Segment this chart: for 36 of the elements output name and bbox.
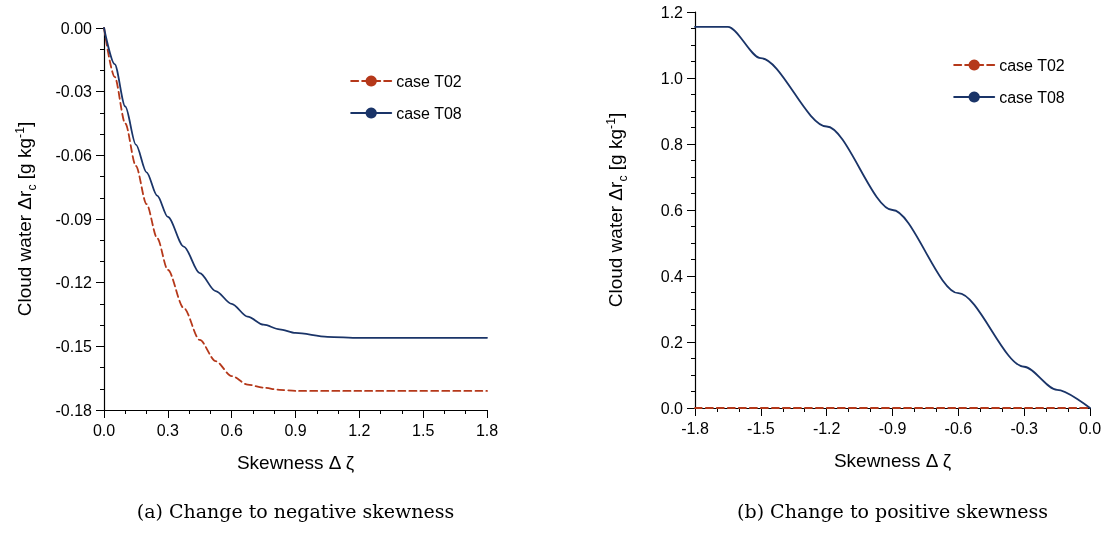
- y-tick-label: -0.09: [55, 210, 93, 228]
- x-tick-label: 1.5: [412, 421, 435, 439]
- y-tick-label: -0.03: [55, 83, 93, 101]
- x-tick-label: 1.2: [348, 421, 371, 439]
- y-tick-label: -0.06: [55, 146, 93, 164]
- x-axis-title: Skewness Δ ζ: [833, 450, 952, 472]
- text: (a) Change to negative skewness: [136, 500, 455, 522]
- legend-label: case T08: [999, 88, 1065, 106]
- y-tick-label: 0.0: [660, 399, 684, 417]
- x-tick-label: 0.0: [92, 421, 116, 439]
- x-axis-title: Skewness Δ ζ: [236, 452, 355, 474]
- x-tick-label: -0.3: [1010, 419, 1039, 437]
- x-tick-label: 0.9: [284, 421, 307, 439]
- y-tick-label: -0.18: [55, 401, 93, 419]
- x-tick-label: -0.6: [944, 419, 973, 437]
- y-tick-label: 0.2: [660, 333, 684, 351]
- x-tick-label: -0.9: [878, 419, 907, 437]
- legend-label: case T08: [396, 104, 462, 122]
- y-tick-label: 0.4: [660, 267, 684, 285]
- y-tick-label: 0.8: [660, 135, 684, 153]
- x-tick-label: 0.6: [220, 421, 243, 439]
- x-tick-label: -1.8: [681, 419, 709, 437]
- x-tick-label: 0.0: [1078, 419, 1102, 437]
- legend-label: case T02: [999, 56, 1065, 74]
- y-tick-label: 1.0: [660, 69, 684, 87]
- x-tick-label: 0.3: [156, 421, 180, 439]
- y-tick-label: 0.6: [660, 201, 684, 219]
- x-tick-label: 1.8: [475, 421, 499, 439]
- text: (b) Change to positive skewness: [737, 500, 1048, 522]
- y-tick-label: -0.15: [55, 337, 93, 355]
- y-tick-label: -0.12: [55, 274, 93, 292]
- y-tick-label: 1.2: [660, 3, 684, 21]
- x-tick-label: -1.2: [812, 419, 841, 437]
- x-tick-label: -1.5: [747, 419, 775, 437]
- legend-label: case T02: [396, 72, 462, 90]
- y-tick-label: 0.00: [60, 19, 93, 37]
